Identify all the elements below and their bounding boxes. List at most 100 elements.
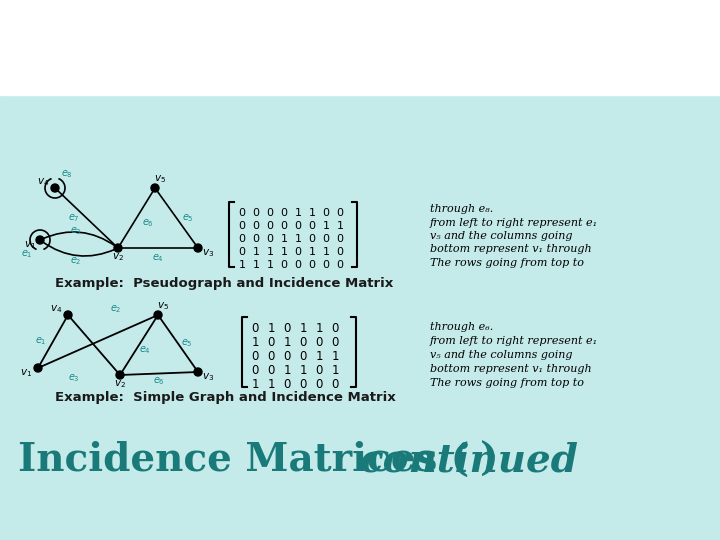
Text: 0: 0 xyxy=(336,247,343,257)
Text: 0: 0 xyxy=(323,260,330,270)
Circle shape xyxy=(154,311,162,319)
Text: $e_4$: $e_4$ xyxy=(139,344,151,356)
Text: $e_8$: $e_8$ xyxy=(61,168,73,180)
Text: Example:  Simple Graph and Incidence Matrix: Example: Simple Graph and Incidence Matr… xyxy=(55,392,396,404)
Circle shape xyxy=(51,184,59,192)
Text: 1: 1 xyxy=(336,221,343,231)
Text: continued: continued xyxy=(360,441,579,479)
Text: 1: 1 xyxy=(308,247,315,257)
Polygon shape xyxy=(0,77,720,540)
Text: from left to right represent e₁: from left to right represent e₁ xyxy=(430,218,598,227)
Text: 0: 0 xyxy=(238,208,246,218)
Text: 0: 0 xyxy=(315,336,323,349)
Text: through e₈.: through e₈. xyxy=(430,204,493,214)
Text: 0: 0 xyxy=(294,221,302,231)
Text: 1: 1 xyxy=(251,336,258,349)
Text: $e_5$: $e_5$ xyxy=(181,338,193,349)
Text: 0: 0 xyxy=(294,260,302,270)
Circle shape xyxy=(116,371,124,379)
Circle shape xyxy=(194,368,202,376)
Text: 1: 1 xyxy=(331,350,338,363)
Text: 1: 1 xyxy=(294,234,302,244)
Text: 0: 0 xyxy=(266,208,274,218)
Text: 0: 0 xyxy=(315,364,323,377)
Text: 1: 1 xyxy=(267,379,275,392)
Text: $e_6$: $e_6$ xyxy=(142,217,153,229)
Text: 1: 1 xyxy=(294,208,302,218)
Text: 0: 0 xyxy=(283,322,291,335)
Text: The rows going from top to: The rows going from top to xyxy=(430,258,584,268)
Text: 1: 1 xyxy=(281,234,287,244)
Text: 0: 0 xyxy=(336,208,343,218)
Text: 0: 0 xyxy=(331,322,338,335)
Text: 0: 0 xyxy=(308,234,315,244)
Text: 0: 0 xyxy=(238,247,246,257)
Text: 0: 0 xyxy=(331,336,338,349)
Text: 1: 1 xyxy=(253,260,259,270)
Circle shape xyxy=(114,244,122,252)
Text: 0: 0 xyxy=(283,350,291,363)
Text: 0: 0 xyxy=(323,208,330,218)
Polygon shape xyxy=(0,65,720,540)
Text: 1: 1 xyxy=(283,336,291,349)
FancyArrowPatch shape xyxy=(42,232,116,246)
Text: 1: 1 xyxy=(253,247,259,257)
Text: 1: 1 xyxy=(308,208,315,218)
Text: 0: 0 xyxy=(238,221,246,231)
Text: $v_1$: $v_1$ xyxy=(24,239,36,251)
Text: $e_3$: $e_3$ xyxy=(70,225,82,237)
Circle shape xyxy=(64,311,72,319)
Text: $e_1$: $e_1$ xyxy=(21,248,33,260)
Text: 1: 1 xyxy=(283,364,291,377)
Text: 0: 0 xyxy=(251,350,258,363)
Text: 0: 0 xyxy=(267,350,275,363)
Text: $e_4$: $e_4$ xyxy=(152,252,164,264)
Text: Incidence Matrices (: Incidence Matrices ( xyxy=(18,441,469,479)
Text: $e_1$: $e_1$ xyxy=(35,335,47,347)
Text: 0: 0 xyxy=(315,379,323,392)
Text: 0: 0 xyxy=(266,234,274,244)
Circle shape xyxy=(34,364,42,372)
Text: 1: 1 xyxy=(267,322,275,335)
Text: 1: 1 xyxy=(266,260,274,270)
Text: $v_3$: $v_3$ xyxy=(202,247,214,259)
Text: 1: 1 xyxy=(238,260,246,270)
Text: 0: 0 xyxy=(300,336,307,349)
Text: 1: 1 xyxy=(300,364,307,377)
Text: $e_2$: $e_2$ xyxy=(71,255,82,267)
Text: 0: 0 xyxy=(300,350,307,363)
Text: $v_3$: $v_3$ xyxy=(202,371,214,383)
Text: 0: 0 xyxy=(283,379,291,392)
FancyArrowPatch shape xyxy=(42,241,115,256)
Text: $v_4$: $v_4$ xyxy=(37,176,49,188)
Text: 0: 0 xyxy=(308,221,315,231)
Text: v₅ and the columns going: v₅ and the columns going xyxy=(430,350,572,360)
Text: 0: 0 xyxy=(281,260,287,270)
Text: 0: 0 xyxy=(331,379,338,392)
Text: 1: 1 xyxy=(323,221,330,231)
Polygon shape xyxy=(0,170,720,540)
Text: bottom represent v₁ through: bottom represent v₁ through xyxy=(430,245,592,254)
Text: 0: 0 xyxy=(238,234,246,244)
Text: $v_2$: $v_2$ xyxy=(114,378,126,390)
Circle shape xyxy=(36,236,44,244)
Text: 1: 1 xyxy=(251,379,258,392)
Polygon shape xyxy=(0,50,720,540)
Text: bottom represent v₁ through: bottom represent v₁ through xyxy=(430,364,592,374)
Polygon shape xyxy=(0,0,720,95)
Text: from left to right represent e₁: from left to right represent e₁ xyxy=(430,336,598,346)
Text: $v_5$: $v_5$ xyxy=(154,173,166,185)
Text: 1: 1 xyxy=(300,322,307,335)
Text: 0: 0 xyxy=(251,364,258,377)
Text: 0: 0 xyxy=(281,208,287,218)
Text: 0: 0 xyxy=(266,221,274,231)
Text: $v_5$: $v_5$ xyxy=(157,300,169,312)
Text: v₅ and the columns going: v₅ and the columns going xyxy=(430,231,572,241)
Text: 0: 0 xyxy=(253,208,259,218)
Text: ): ) xyxy=(480,441,498,479)
Text: 0: 0 xyxy=(294,247,302,257)
Text: $e_3$: $e_3$ xyxy=(68,373,80,384)
Text: $v_2$: $v_2$ xyxy=(112,251,124,263)
Text: 0: 0 xyxy=(251,322,258,335)
Text: 0: 0 xyxy=(336,234,343,244)
